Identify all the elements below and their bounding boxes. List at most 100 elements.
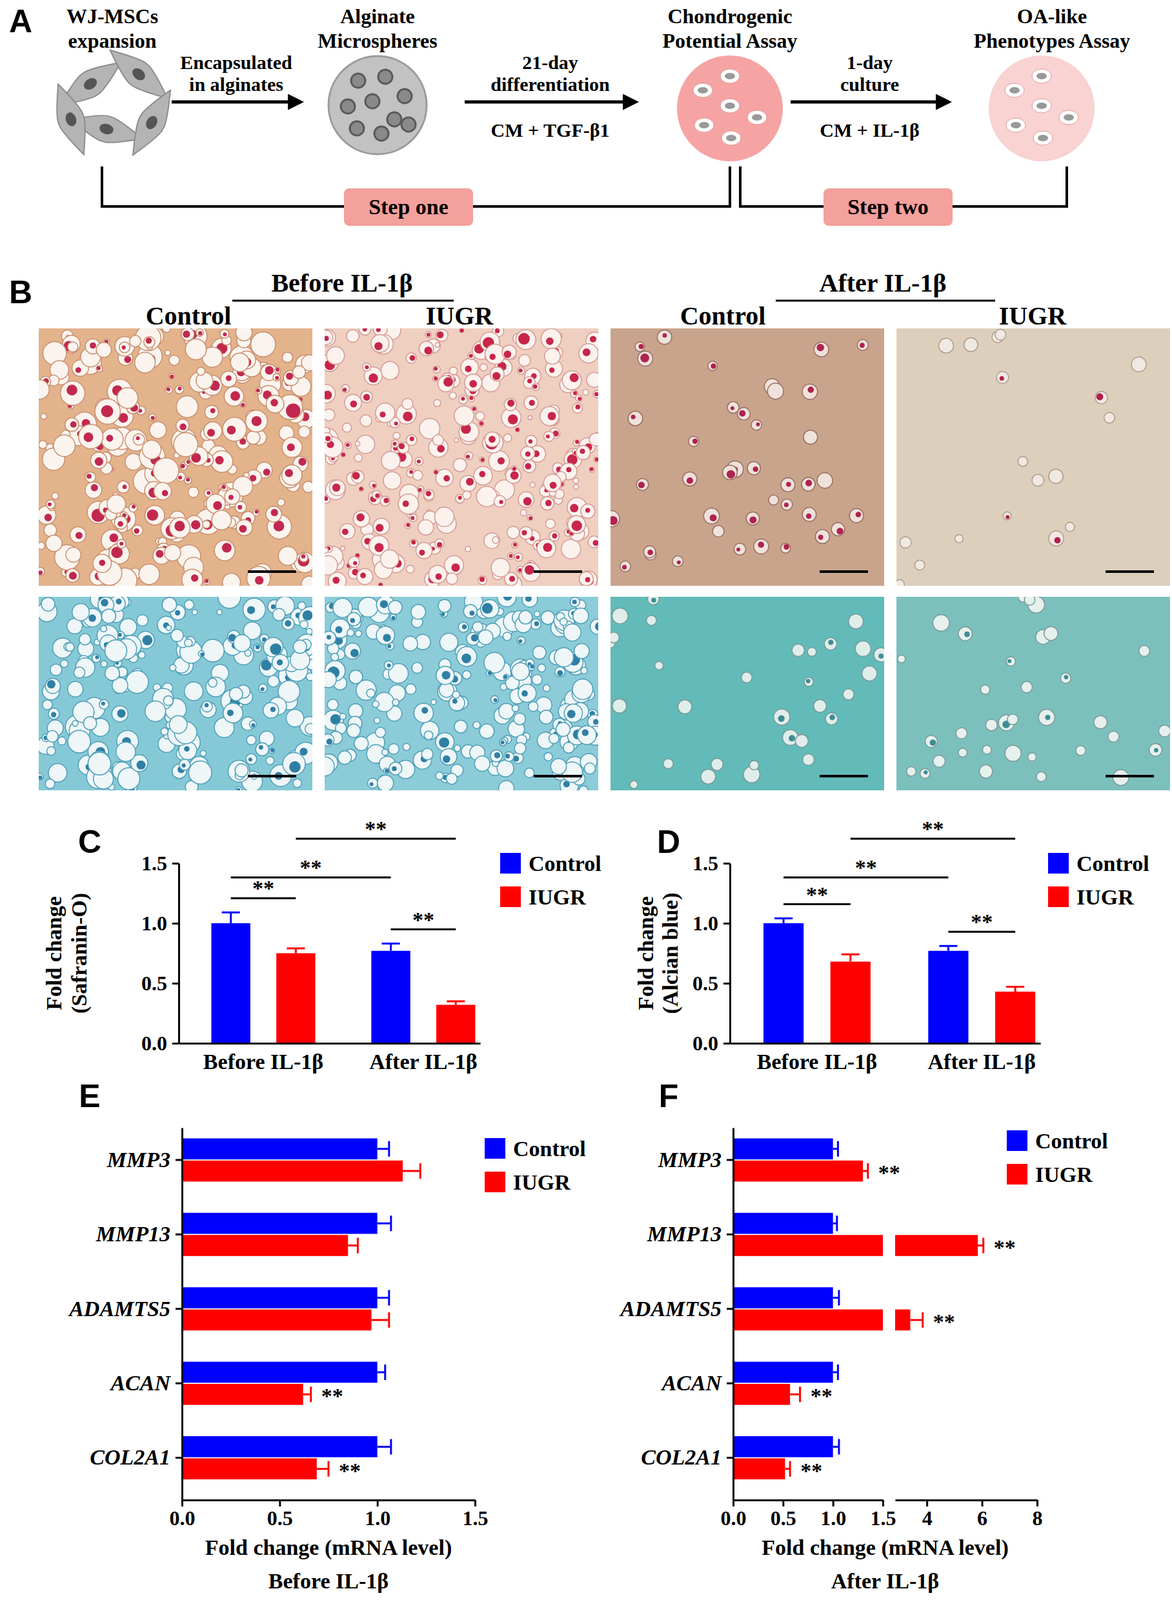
lacuna: [503, 434, 512, 443]
lacuna: [491, 558, 510, 577]
stained-cell: [436, 331, 445, 339]
stained-cell: [258, 745, 264, 750]
stained-cell: [736, 547, 741, 552]
stained-cell: [247, 606, 255, 614]
lacuna: [138, 564, 160, 585]
lacuna: [541, 328, 562, 349]
lacuna: [520, 509, 528, 517]
lacuna: [196, 329, 204, 337]
stained-cell: [394, 421, 399, 426]
stained-cell: [75, 367, 82, 374]
lacuna: [179, 759, 191, 771]
lacuna: [165, 625, 172, 631]
tick-label: Before IL-1β: [757, 1050, 878, 1074]
lacuna: [425, 331, 432, 338]
stained-cell: [676, 560, 681, 565]
stained-cell: [169, 374, 174, 379]
arrow-label: Encapsulated: [180, 51, 293, 73]
stained-cell: [147, 509, 159, 522]
lacuna: [411, 662, 423, 674]
lacuna: [375, 727, 386, 738]
lacuna: [344, 394, 362, 412]
significance-label: **: [321, 1384, 344, 1409]
cell-body: [121, 83, 182, 162]
lacuna: [230, 353, 250, 372]
lacuna: [380, 361, 399, 380]
tick: 4: [922, 1500, 933, 1531]
stained-cell: [595, 457, 599, 462]
stained-cell: [640, 353, 650, 363]
stained-cell: [326, 635, 332, 640]
lacuna: [65, 418, 79, 432]
lacuna: [164, 544, 181, 561]
lacuna: [46, 500, 56, 510]
lacuna: [341, 453, 346, 457]
lacuna: [995, 329, 1007, 341]
lacuna: [484, 431, 500, 447]
lacuna: [255, 387, 263, 394]
scale-bar: [1105, 570, 1154, 574]
stained-cell: [433, 376, 438, 381]
error-bar: [316, 1461, 329, 1478]
lacuna: [416, 542, 433, 559]
lacuna: [200, 750, 206, 757]
lacuna: [417, 485, 425, 493]
stained-cell: [179, 423, 186, 430]
stained-cell: [806, 513, 812, 520]
lacuna: [514, 742, 526, 755]
stained-cell: [342, 387, 347, 392]
stained-cell: [418, 549, 425, 556]
significance-label: **: [921, 817, 944, 841]
step-label: Step two: [847, 194, 929, 219]
lacuna: [211, 510, 232, 530]
tick-label: 1.0: [364, 1506, 391, 1531]
lacuna: [578, 343, 599, 364]
lacuna: [434, 342, 440, 348]
lacuna: [46, 746, 56, 756]
tick-label: 0.5: [692, 971, 719, 996]
stained-cell: [263, 468, 271, 476]
stained-cell: [210, 408, 216, 414]
encapsulated-cell: [378, 69, 393, 84]
lacuna: [60, 660, 69, 668]
lacuna: [485, 670, 492, 677]
error-bar: [222, 912, 241, 924]
scale-bar: [1105, 775, 1154, 778]
tick-label: 1.0: [692, 911, 719, 936]
lacuna: [522, 596, 538, 608]
lacuna: [1033, 131, 1053, 146]
cell-icon: [45, 80, 97, 160]
lacuna: [432, 376, 438, 382]
stained-cell: [363, 394, 370, 401]
lacuna: [580, 504, 596, 519]
lacuna: [458, 622, 469, 633]
axis-line: [729, 864, 732, 1045]
lacuna: [478, 576, 487, 585]
lacuna: [227, 760, 250, 783]
error-bar: [371, 1312, 390, 1329]
stained-cell: [191, 574, 199, 582]
lacuna: [899, 536, 912, 549]
lacuna: [274, 367, 281, 374]
lacuna: [459, 328, 465, 334]
lacuna: [149, 413, 157, 421]
stained-cell: [369, 782, 374, 787]
node-label: Microspheres: [317, 29, 437, 53]
tick: 0.0: [141, 1031, 179, 1056]
lacuna: [50, 664, 62, 676]
stained-cell: [469, 396, 474, 401]
lacuna: [48, 708, 60, 720]
lacuna: [573, 484, 579, 490]
stained-cell: [755, 422, 760, 427]
lacuna: [218, 596, 241, 609]
lacuna: [245, 753, 257, 765]
stained-cell: [332, 483, 341, 492]
lacuna: [293, 640, 307, 654]
lacuna: [1059, 110, 1079, 125]
stained-cell: [119, 542, 124, 546]
bar: [733, 1310, 883, 1332]
lacuna: [873, 647, 885, 663]
column-title: IUGR: [999, 301, 1068, 331]
encapsulated-cell: [387, 112, 402, 127]
stained-cell: [271, 604, 276, 610]
